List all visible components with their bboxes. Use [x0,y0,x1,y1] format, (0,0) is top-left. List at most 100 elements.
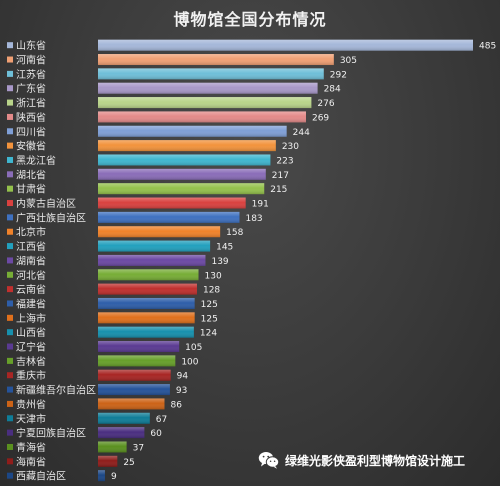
legend-swatch [7,200,13,207]
bar-shade [98,326,194,338]
data-label: 105 [185,343,202,353]
data-label: 130 [205,271,222,281]
data-label: 86 [170,400,182,410]
bar-shade [98,168,266,180]
bar-shade [98,441,127,453]
legend-label: 辽宁省 [16,341,46,354]
bar-shade [98,154,271,166]
legend-label: 山西省 [16,326,46,339]
legend-label: 内蒙古自治区 [16,197,76,210]
bar-shade [98,125,287,137]
legend-swatch [7,243,13,250]
legend-swatch [7,257,13,264]
legend-label: 陕西省 [16,111,46,124]
legend-swatch [7,415,13,422]
legend-label: 河北省 [16,269,46,282]
legend-label: 广西壮族自治区 [16,211,86,224]
legend-label: 上海市 [16,312,46,325]
legend-label: 广东省 [16,82,46,95]
legend-swatch [7,42,13,49]
legend-swatch [7,271,13,278]
legend-label: 江苏省 [16,68,46,81]
legend-swatch [7,113,13,120]
data-label: 230 [282,142,299,152]
legend-label: 湖北省 [16,168,46,181]
legend-label: 西藏自治区 [16,470,66,483]
data-label: 93 [176,386,187,396]
legend-swatch [7,386,13,393]
data-label: 269 [312,113,329,123]
bar-shade [98,369,171,381]
data-label: 217 [272,171,289,181]
data-label: 125 [201,300,218,310]
legend-swatch [7,458,13,465]
bar-shade [98,427,145,439]
watermark: 绿维光影侠盈利型博物馆设计施工 [258,450,498,470]
data-label: 244 [293,128,310,138]
legend-swatch [7,128,13,135]
legend-swatch [7,142,13,149]
data-label: 276 [317,99,334,109]
legend-label: 贵州省 [16,398,46,411]
bar-shade [98,470,105,482]
data-label: 223 [276,156,293,166]
bar-shade [98,197,246,209]
legend-label: 吉林省 [16,355,46,368]
bar-shade [98,412,150,424]
bar-shade [98,341,180,353]
data-label: 145 [216,243,233,253]
bar-shade [98,68,324,80]
legend-swatch [7,228,13,235]
bar-shade [98,455,118,467]
bar-shade [98,82,318,94]
legend-label: 安徽省 [16,140,46,153]
bar-shade [98,283,197,295]
bar-shade [98,297,195,309]
bar-shade [98,312,195,324]
bar-shade [98,398,165,410]
chart-title: 博物馆全国分布情况 [173,10,327,29]
legend-swatch [7,286,13,293]
legend-label: 福建省 [16,297,46,310]
data-label: 125 [201,314,218,324]
bar-shade [98,111,306,123]
bar-shade [98,97,312,109]
legend-label: 宁夏回族自治区 [16,427,86,440]
bar-shade [98,384,170,396]
legend-label: 河南省 [16,54,46,67]
data-label: 9 [111,472,117,482]
data-label: 100 [181,357,198,367]
legend-swatch [7,357,13,364]
legend-swatch [7,156,13,163]
wechat-icon [258,451,280,469]
legend-swatch [7,70,13,77]
data-label: 191 [252,200,269,210]
legend-swatch [7,343,13,350]
bar-shade [98,39,473,51]
legend-swatch [7,314,13,321]
legend-swatch [7,372,13,379]
data-label: 485 [479,42,496,52]
data-label: 284 [324,85,341,95]
data-label: 94 [177,372,189,382]
bar-shade [98,269,199,281]
legend-swatch [7,99,13,106]
legend-label: 湖南省 [16,254,46,267]
data-label: 305 [340,56,357,66]
legend-swatch [7,85,13,92]
legend-label: 重庆市 [16,369,46,382]
legend-swatch [7,329,13,336]
legend-label: 北京市 [16,226,46,239]
legend-label: 新疆维吾尔自治区 [16,384,96,397]
data-label: 37 [133,443,144,453]
bar-shade [98,140,276,152]
data-label: 292 [330,70,347,80]
legend-label: 海南省 [16,455,46,468]
legend-label: 天津市 [16,412,46,425]
bar-shade [98,54,334,66]
legend-swatch [7,429,13,436]
bar-shade [98,240,211,252]
data-label: 158 [226,228,243,238]
bar-shade [98,254,206,266]
